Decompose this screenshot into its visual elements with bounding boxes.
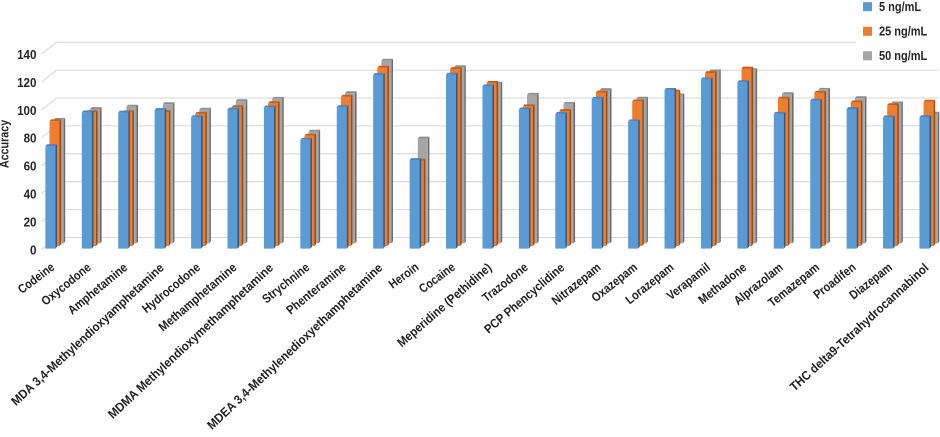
svg-text:100: 100	[17, 103, 37, 117]
svg-text:5 ng/mL: 5 ng/mL	[879, 0, 921, 14]
svg-text:Accuracy: Accuracy	[0, 119, 12, 168]
svg-text:20: 20	[24, 215, 37, 229]
svg-text:0: 0	[30, 243, 37, 257]
svg-text:60: 60	[24, 159, 37, 173]
svg-text:80: 80	[24, 131, 37, 145]
svg-text:40: 40	[24, 187, 37, 201]
svg-text:120: 120	[17, 76, 37, 90]
svg-text:140: 140	[17, 48, 37, 62]
svg-text:50 ng/mL: 50 ng/mL	[879, 49, 927, 63]
svg-text:25 ng/mL: 25 ng/mL	[879, 25, 927, 39]
